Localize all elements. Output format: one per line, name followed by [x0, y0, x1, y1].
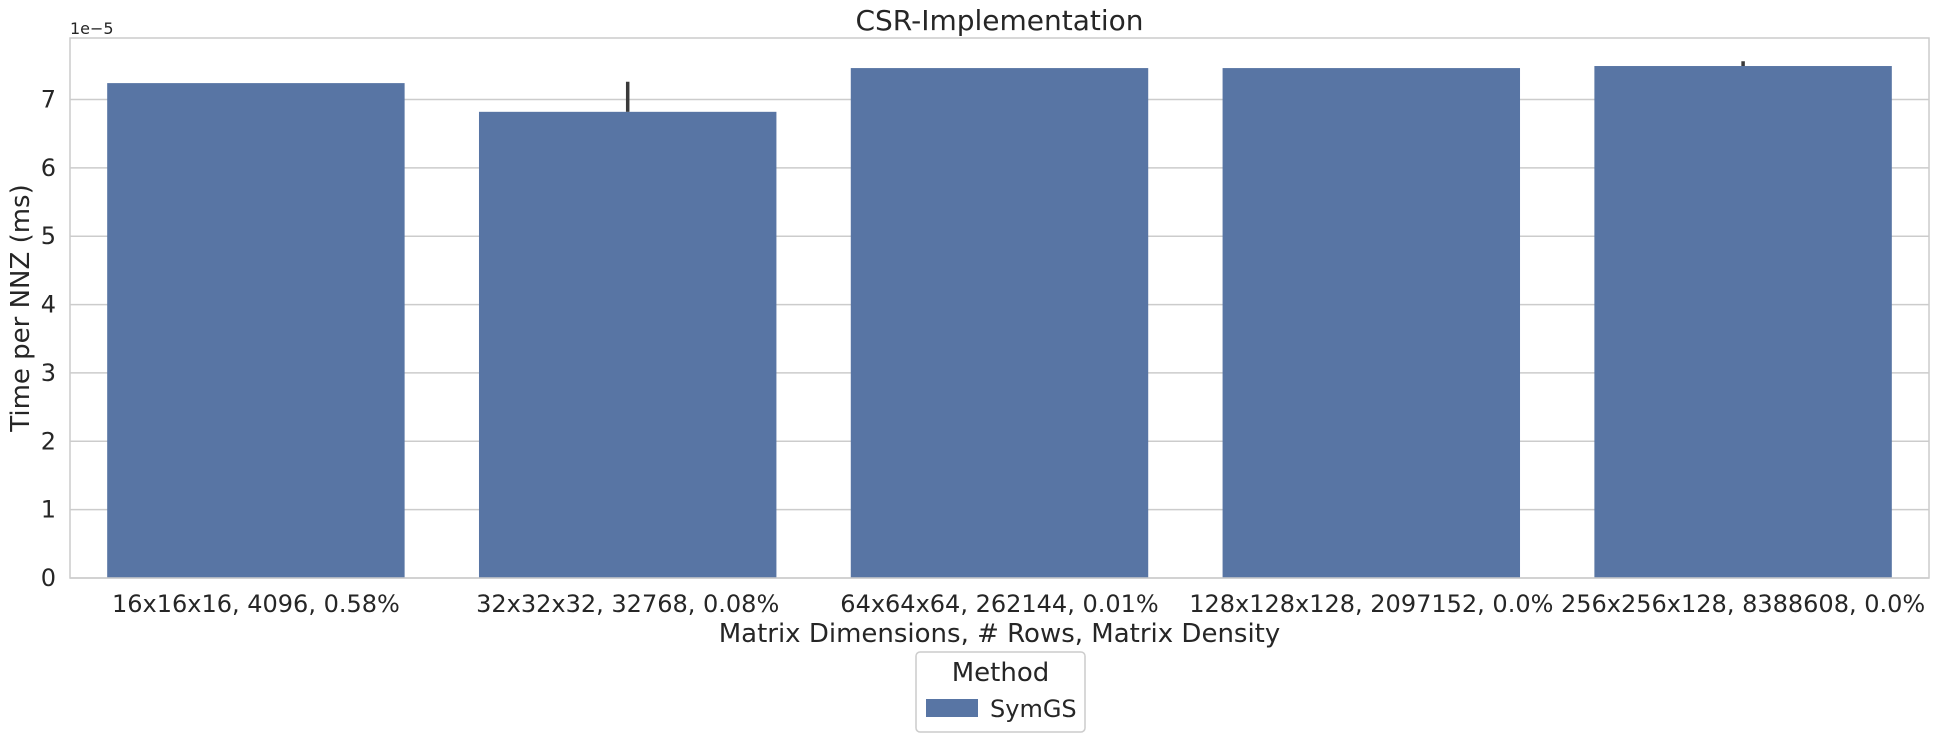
- bar: [107, 83, 405, 578]
- x-axis-title: Matrix Dimensions, # Rows, Matrix Densit…: [719, 619, 1281, 649]
- legend-label-symgs: SymGS: [990, 695, 1077, 723]
- error-bars: [625, 61, 1745, 112]
- x-tick-labels: 16x16x16, 4096, 0.58% 32x32x32, 32768, 0.…: [112, 590, 1925, 618]
- legend-title: Method: [952, 658, 1050, 688]
- chart-title: CSR-Implementation: [855, 4, 1143, 37]
- legend-swatch-symgs: [926, 699, 978, 717]
- bar: [850, 68, 1149, 578]
- y-axis-title: Time per NNZ (ms): [6, 184, 36, 432]
- y-tick-label: 6: [41, 154, 56, 182]
- x-tick-label: 16x16x16, 4096, 0.58%: [112, 590, 400, 618]
- plot-frame: [69, 37, 1930, 579]
- y-tick-label: 7: [41, 86, 56, 114]
- bar: [478, 111, 777, 578]
- y-tick-label: 1: [41, 496, 56, 524]
- y-tick-label: 4: [41, 291, 56, 319]
- y-tick-labels: 0 1 2 3 4 5 6 7: [41, 86, 56, 592]
- x-tick-label: 64x64x64, 262144, 0.01%: [840, 590, 1158, 618]
- x-tick-label: 256x256x128, 8388608, 0.0%: [1561, 590, 1925, 618]
- x-tick-label: 128x128x128, 2097152, 0.0%: [1189, 590, 1553, 618]
- y-offset-label: 1e−5: [70, 19, 114, 38]
- bar: [1222, 68, 1521, 578]
- y-tick-label: 3: [41, 359, 56, 387]
- bar: [1594, 66, 1892, 578]
- y-tick-label: 5: [41, 222, 56, 250]
- legend: Method SymGS: [915, 651, 1086, 733]
- x-tick-label: 32x32x32, 32768, 0.08%: [476, 590, 779, 618]
- bars: [107, 66, 1892, 578]
- y-tick-label: 0: [41, 564, 56, 592]
- y-tick-label: 2: [41, 427, 56, 455]
